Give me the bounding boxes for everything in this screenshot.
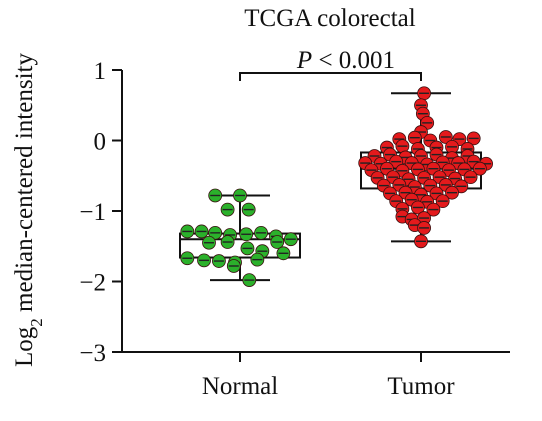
chart-title: TCGA colorectal [244,5,416,32]
significance-bracket [239,72,422,81]
points-tumor [358,86,494,249]
y-tick-label: −2 [79,270,106,297]
y-axis-label: Log2 median-centered intensity [11,53,46,367]
x-tick-label-tumor: Tumor [387,373,455,400]
axes [121,70,510,353]
significance-annotation: P < 0.001 [239,47,422,81]
y-tick-label: −3 [79,340,106,367]
x-tick-label-normal: Normal [202,373,278,400]
x-ticks: Normal Tumor [202,352,455,400]
y-tick-label: 0 [94,129,107,156]
y-tick-label: 1 [94,58,107,85]
y-ticks: 1 0 −1 −2 −3 [79,58,122,367]
data-points [180,86,494,287]
points-normal [180,188,298,287]
p-value-label: P < 0.001 [296,47,395,74]
y-tick-label: −1 [79,199,106,226]
